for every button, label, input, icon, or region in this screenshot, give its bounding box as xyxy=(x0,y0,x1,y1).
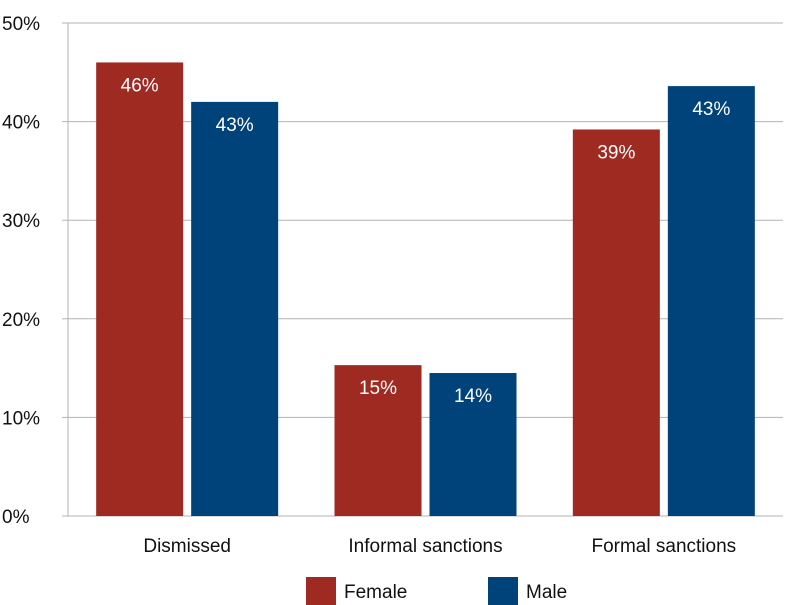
data-label: 14% xyxy=(454,386,492,407)
data-label: 46% xyxy=(121,75,159,96)
y-tick-label: 20% xyxy=(2,310,40,331)
y-tick-label: 10% xyxy=(2,408,40,429)
gridlines xyxy=(68,22,783,418)
x-category-label: Dismissed xyxy=(143,536,231,557)
legend-label: Female xyxy=(344,582,407,603)
data-label: 15% xyxy=(359,378,397,399)
x-category-label: Informal sanctions xyxy=(348,536,502,557)
y-tick-label: 50% xyxy=(2,14,40,35)
x-category-label: Formal sanctions xyxy=(591,536,736,557)
legend-swatch-male xyxy=(488,577,518,605)
data-label: 43% xyxy=(216,115,254,136)
bar-male-1 xyxy=(429,373,517,516)
bar-female-2 xyxy=(572,129,660,516)
axes: 0% 10% 20% 30% 40% 50% Dismissed Informal sanct… xyxy=(2,14,783,557)
legend-swatch-female xyxy=(306,577,336,605)
bar-male-2 xyxy=(667,86,755,516)
y-tick-label: 40% xyxy=(2,113,40,134)
legend-label: Male xyxy=(526,582,567,603)
y-tick-label: 0% xyxy=(2,507,30,528)
data-labels: 46% 43% 15% 14% 39% 43% xyxy=(121,75,731,407)
y-tick-label: 30% xyxy=(2,211,40,232)
bars xyxy=(96,62,755,516)
data-label: 43% xyxy=(692,99,730,120)
legend: Female Male xyxy=(306,577,567,605)
bar-female-1 xyxy=(334,365,422,516)
bar-male-0 xyxy=(191,101,279,516)
bar-female-0 xyxy=(96,62,184,516)
data-label: 39% xyxy=(597,142,635,163)
